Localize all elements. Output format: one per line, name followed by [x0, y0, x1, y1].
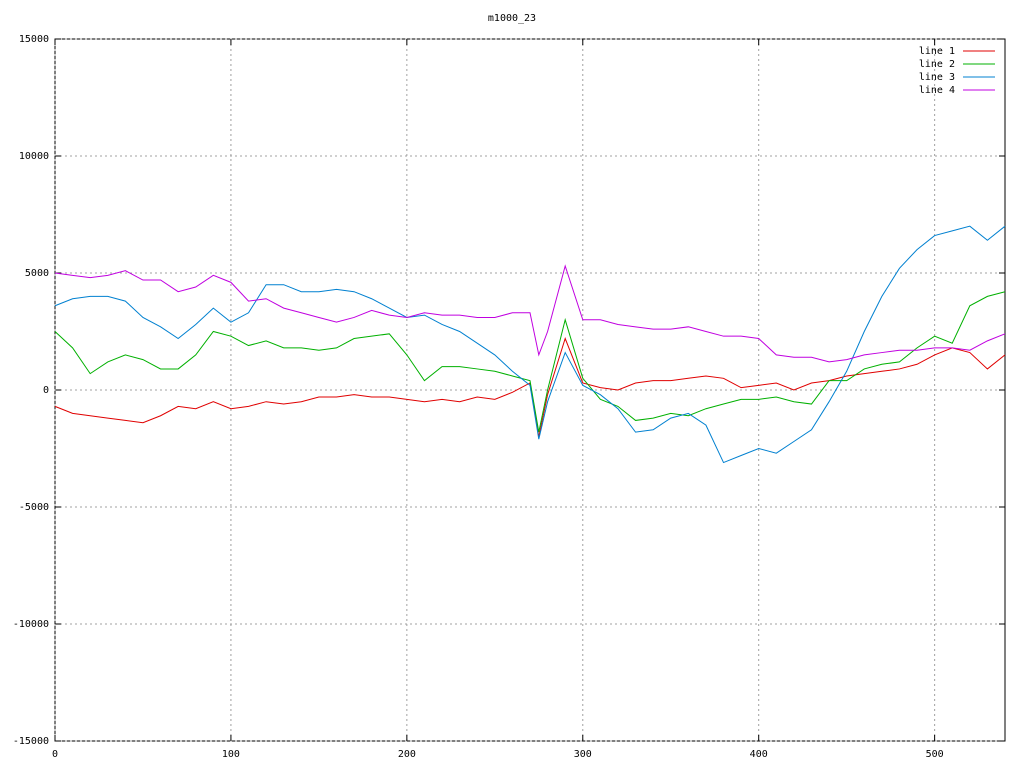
data-line: [54, 225, 1006, 464]
data-line: [54, 291, 1006, 433]
x-tick-label: 0: [52, 749, 58, 760]
legend-label: line 4: [919, 85, 955, 96]
data-line: [54, 264, 1006, 363]
x-tick-label: 200: [398, 749, 416, 760]
y-tick-label: 10000: [19, 151, 49, 162]
y-tick-label: 5000: [25, 268, 49, 279]
x-tick-label: 100: [222, 749, 240, 760]
y-tick-label: 15000: [19, 34, 49, 45]
x-tick-label: 300: [574, 749, 592, 760]
y-tick-label: -15000: [13, 736, 49, 747]
chart-title: m1000_23: [488, 13, 536, 24]
y-tick-label: 0: [43, 385, 49, 396]
legend-label: line 3: [919, 72, 955, 83]
legend-label: line 2: [919, 59, 955, 70]
legend-label: line 1: [919, 46, 955, 57]
x-tick-label: 500: [926, 749, 944, 760]
y-tick-label: -5000: [19, 502, 49, 513]
y-tick-label: -10000: [13, 619, 49, 630]
x-tick-label: 400: [750, 749, 768, 760]
